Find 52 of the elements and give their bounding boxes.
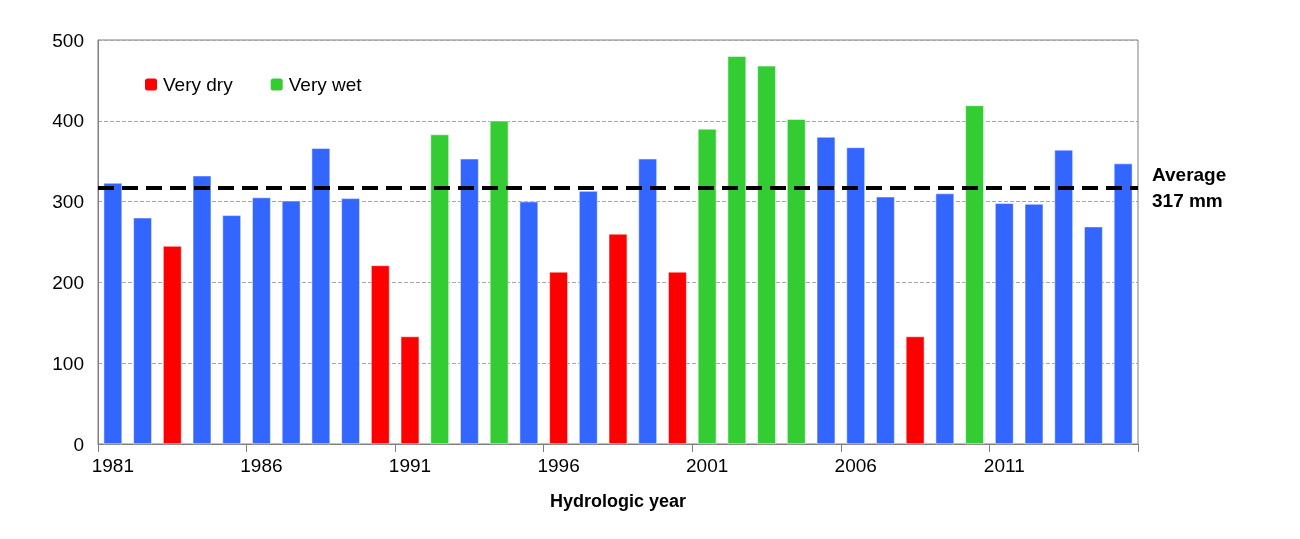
x-tick-label: 1991 xyxy=(388,455,432,476)
bar xyxy=(816,136,836,444)
bar xyxy=(252,197,271,444)
y-tick-label: 100 xyxy=(52,352,84,374)
bar xyxy=(757,65,776,444)
x-tick-label: 2006 xyxy=(834,455,877,476)
x-tick-label: 2011 xyxy=(983,455,1025,476)
bar xyxy=(935,193,955,444)
y-tick-label: 500 xyxy=(52,29,84,51)
bar xyxy=(905,336,925,444)
x-tick-label: 1996 xyxy=(537,455,580,476)
bar xyxy=(697,128,717,444)
bar xyxy=(608,233,628,444)
bar xyxy=(222,215,241,444)
bar xyxy=(965,105,984,444)
bar xyxy=(727,56,747,444)
bar xyxy=(281,200,301,444)
bar xyxy=(430,134,449,444)
bar xyxy=(163,246,182,444)
bar xyxy=(549,271,568,444)
legend-label: Very wet xyxy=(288,74,363,95)
bar xyxy=(876,196,895,444)
y-tick-label: 0 xyxy=(73,433,84,455)
bar xyxy=(787,119,806,444)
legend-label: Very dry xyxy=(163,74,234,95)
bar xyxy=(460,158,479,444)
bar xyxy=(579,191,598,444)
bar xyxy=(400,336,420,444)
bar xyxy=(103,183,123,444)
bar xyxy=(846,147,865,444)
y-tick-label: 200 xyxy=(52,271,84,293)
y-tick-label: 300 xyxy=(52,191,84,213)
bar xyxy=(1024,204,1044,444)
bar xyxy=(519,201,539,444)
bar xyxy=(311,148,331,444)
x-tick-label: 2001 xyxy=(686,455,729,476)
bar xyxy=(995,203,1014,444)
bar xyxy=(638,158,657,444)
bar xyxy=(1054,149,1073,444)
bar xyxy=(192,175,212,444)
x-axis-title: Hydrologic year xyxy=(549,491,687,511)
bar xyxy=(489,120,509,444)
x-tick-label: 1986 xyxy=(240,455,283,476)
bar xyxy=(1113,163,1133,444)
ref-line-label: Average 317 mm xyxy=(1152,164,1227,212)
bar xyxy=(1084,226,1103,444)
bar xyxy=(668,271,687,444)
bar xyxy=(341,198,360,444)
bar xyxy=(371,265,390,444)
bar xyxy=(133,217,152,444)
x-tick-label: 1981 xyxy=(91,455,134,476)
y-tick-label: 400 xyxy=(52,110,84,132)
